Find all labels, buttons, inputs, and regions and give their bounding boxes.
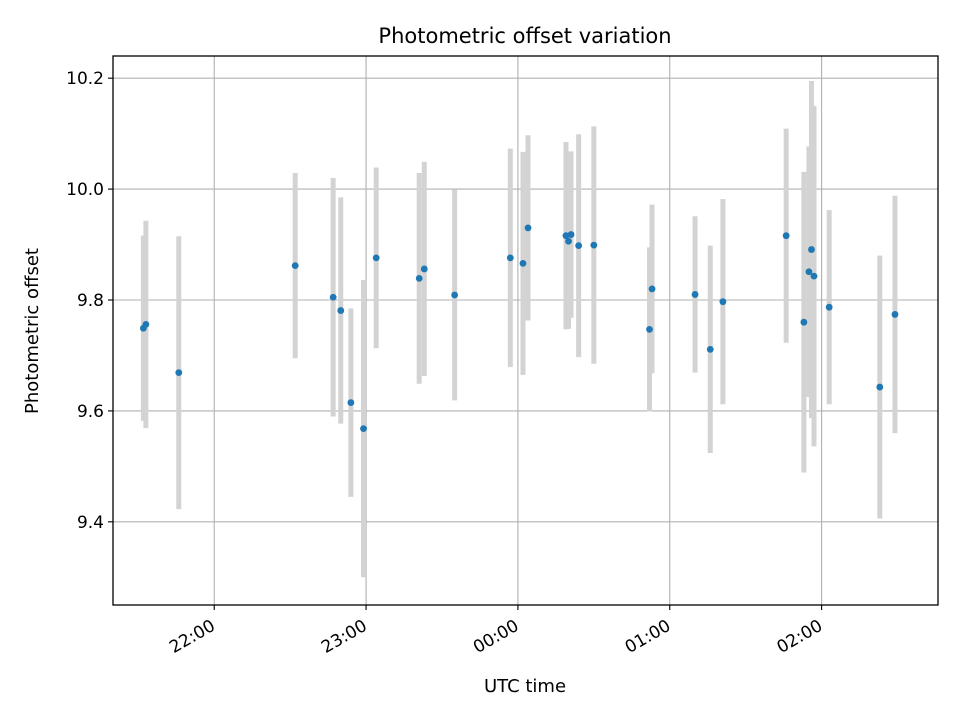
- data-point: [506, 254, 514, 262]
- data-point: [291, 262, 299, 270]
- data-point: [590, 241, 598, 249]
- data-point: [575, 242, 583, 250]
- data-point: [329, 293, 337, 301]
- data-point: [876, 383, 884, 391]
- x-axis-title: UTC time: [484, 676, 566, 697]
- y-axis-title: Photometric offset: [22, 248, 43, 414]
- data-point: [175, 369, 183, 377]
- data-point: [524, 224, 532, 232]
- grid-layer: [113, 56, 938, 605]
- data-point: [891, 311, 899, 318]
- data-point: [800, 318, 808, 326]
- data-point: [415, 274, 423, 282]
- y-tick-label: 9.8: [77, 291, 104, 311]
- data-point: [808, 246, 815, 253]
- data-point: [142, 321, 150, 328]
- y-tick-label: 9.6: [77, 402, 104, 422]
- data-point: [648, 285, 656, 293]
- y-tick-label: 9.4: [77, 513, 104, 533]
- data-point: [420, 265, 428, 273]
- data-point: [565, 237, 572, 245]
- data-point: [519, 260, 527, 267]
- data-point: [805, 268, 813, 276]
- plot-frame: [112, 55, 939, 606]
- y-tick-label: 10.0: [66, 180, 104, 200]
- data-point: [782, 232, 790, 240]
- data-point: [347, 399, 355, 406]
- data-point: [719, 298, 727, 306]
- chart-title: Photometric offset variation: [378, 24, 671, 48]
- data-points-layer: [139, 224, 899, 433]
- data-point: [567, 231, 575, 238]
- data-point: [646, 325, 653, 333]
- data-point: [451, 291, 459, 299]
- data-point: [706, 345, 714, 353]
- data-point: [337, 307, 345, 314]
- data-point: [372, 254, 380, 262]
- data-point: [360, 425, 367, 433]
- data-point: [825, 303, 833, 311]
- y-axis: 9.4 9.6 9.8 10.0 10.2: [66, 69, 113, 533]
- data-point: [810, 272, 818, 280]
- y-tick-label: 10.2: [66, 69, 104, 89]
- data-point: [691, 291, 699, 298]
- data-point: [562, 232, 570, 240]
